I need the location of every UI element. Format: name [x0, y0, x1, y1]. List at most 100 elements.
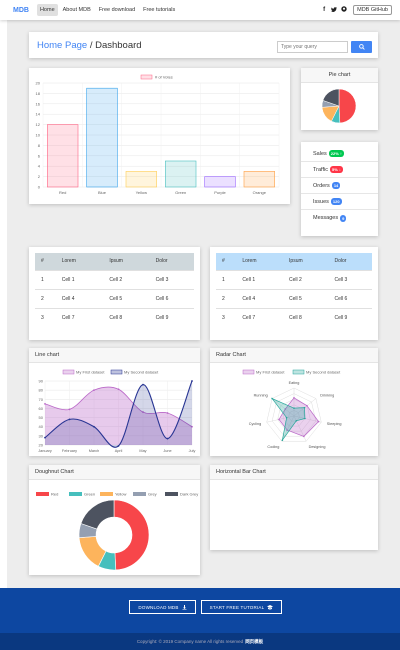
table-cell: 2: [216, 288, 237, 308]
data-point: [317, 420, 320, 423]
radar-card-header: Radar Chart: [210, 348, 378, 363]
legend-label: Dark Grey: [180, 492, 198, 497]
doughnut-chart-card: Doughnut Chart Red Green Yellow Grey Dark Gr…: [29, 465, 200, 575]
stat-label: Traffic: [313, 166, 328, 173]
search-icon: [358, 44, 365, 50]
x-tick-label: Yellow: [136, 190, 148, 195]
stats-card: Sales 22% ↑ Traffic 5% ↓ Orders 14 Issues 12…: [301, 142, 378, 236]
pie-slice: [338, 88, 357, 124]
horizontal-bar-card: Horizontal Bar Chart: [210, 465, 378, 550]
y-tick-label: 20: [39, 443, 44, 448]
stat-messages[interactable]: Messages 9: [301, 210, 378, 226]
pie-card-header: Pie chart: [301, 68, 378, 83]
bar: [47, 124, 79, 188]
table-cell: Cell 4: [236, 288, 284, 308]
stat-issues[interactable]: Issues 120: [301, 194, 378, 210]
radar-axis: [266, 415, 295, 423]
table-header-row: # Lorem Ipsum Dolor: [216, 253, 372, 270]
line-chart: 20 30 40 50 60 70 80 90 January February March Apri…: [38, 370, 195, 454]
table-cell: Cell 2: [103, 269, 150, 289]
status-badge: 120: [330, 198, 342, 205]
x-tick-label: March: [89, 449, 100, 453]
stat-label: Orders: [313, 182, 330, 189]
table-cell: Cell 9: [328, 307, 372, 327]
graduation-cap-icon: [267, 604, 274, 609]
doughnut-chart: Red Green Yellow Grey Dark Grey: [36, 492, 198, 571]
data-point: [166, 437, 169, 440]
radar-label: Drinking: [320, 394, 334, 398]
nav-about[interactable]: About MDB: [62, 7, 91, 13]
legend-swatch: [133, 492, 146, 496]
legend-label: Grey: [148, 492, 157, 497]
y-tick-label: 6: [38, 153, 41, 158]
table-cell: Cell 7: [55, 307, 104, 327]
bar-chart-card: 0 2 4 6 8 10 12 14 16 18 20 Red Blue Yellow Green Purpl…: [29, 68, 290, 204]
facebook-icon[interactable]: f: [323, 7, 326, 13]
start-tutorial-button[interactable]: START FREE TUTORIAL: [201, 600, 282, 614]
data-point: [142, 411, 144, 413]
data-table-2: # Lorem Ipsum Dolor 1 Cell 1 Cell 2 Cell 3 2 Ce…: [216, 253, 372, 327]
stat-traffic[interactable]: Traffic 5% ↓: [301, 162, 378, 178]
legend-label: # of Votes: [155, 75, 173, 80]
bar-chart: 0 2 4 6 8 10 12 14 16 18 20 Red Blue Yellow Green Purpl…: [36, 75, 280, 195]
data-point: [286, 429, 288, 431]
y-tick-label: 90: [39, 379, 44, 384]
nav-home[interactable]: Home: [36, 4, 58, 16]
table-cell: Cell 6: [149, 288, 194, 308]
status-badge: 5% ↓: [329, 166, 343, 173]
x-tick-label: May: [139, 449, 146, 453]
legend-label: My First dataset: [256, 370, 285, 375]
table-header: #: [41, 258, 44, 265]
doughnut-segment: [80, 499, 115, 530]
twitter-icon[interactable]: [329, 6, 339, 14]
data-point: [295, 419, 298, 422]
table-cell: Cell 7: [236, 307, 284, 327]
brand-logo[interactable]: MDB: [13, 6, 29, 14]
radar-grid: [282, 404, 306, 427]
line-chart-card: Line chart 20 30 40 50 60 70 80 90 January Februa…: [29, 348, 200, 456]
table-cell: Cell 1: [236, 269, 284, 289]
breadcrumb-home[interactable]: Home Page: [37, 40, 88, 51]
table-cell: Cell 1: [55, 269, 104, 289]
radar-label: Designing: [309, 445, 326, 449]
radar-axis: [271, 398, 295, 417]
legend-label: My Second dataset: [124, 370, 159, 375]
search-input[interactable]: [277, 41, 348, 53]
pie-chart: [321, 88, 357, 124]
legend-swatch: [165, 492, 178, 496]
data-point: [117, 388, 120, 391]
table-card-2: # Lorem Ipsum Dolor 1 Cell 1 Cell 2 Cell 3 2 Ce…: [210, 247, 378, 340]
y-tick-label: 18: [36, 91, 41, 96]
data-point: [278, 418, 280, 421]
table-card-1: # Lorem Ipsum Dolor 1 Cell 1 Cell 2 Cell 3 2 Ce…: [29, 247, 200, 340]
radar-axis: [293, 415, 322, 423]
nav-free-tutorials[interactable]: Free tutorials: [143, 7, 176, 13]
search-button[interactable]: [351, 41, 372, 53]
download-icon: [182, 604, 187, 610]
table-cell: Cell 5: [283, 288, 329, 308]
github-button[interactable]: MDB GitHub: [353, 5, 392, 15]
data-point: [293, 407, 295, 409]
footer: DOWNLOAD MDB START FREE TUTORIAL Copyrig…: [0, 588, 400, 650]
radar-label: Running: [254, 394, 268, 398]
table-row: 3 Cell 7 Cell 8 Cell 9: [216, 307, 372, 327]
y-tick-label: 2: [38, 174, 41, 179]
x-tick-label: Purple: [214, 190, 226, 195]
breadcrumb: Home Page / Dashboard: [37, 40, 142, 51]
radar-label: Cycling: [249, 422, 261, 426]
data-point: [306, 404, 308, 407]
stat-label: Messages: [313, 215, 339, 221]
table-header: Dolor: [334, 258, 347, 265]
github-icon[interactable]: [339, 6, 349, 14]
y-tick-label: 60: [39, 406, 44, 411]
table-row: 2 Cell 4 Cell 5 Cell 6: [35, 288, 194, 308]
bar: [204, 176, 236, 188]
pie-slice: [322, 88, 340, 107]
nav-free-download[interactable]: Free download: [98, 7, 136, 13]
stat-orders[interactable]: Orders 14: [301, 178, 378, 194]
radar-grid: [266, 387, 322, 442]
stat-sales[interactable]: Sales 22% ↑: [301, 146, 378, 162]
left-margin: [0, 0, 7, 650]
download-mdb-button[interactable]: DOWNLOAD MDB: [129, 600, 196, 614]
copyright-brand-link[interactable]: 网页模板: [245, 638, 264, 644]
